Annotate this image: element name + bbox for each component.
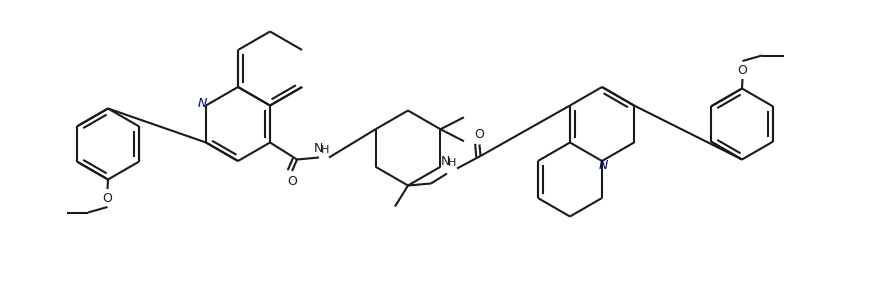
Text: N: N [441, 155, 449, 168]
Text: N: N [314, 141, 322, 155]
Text: H: H [448, 157, 456, 168]
Text: O: O [287, 175, 297, 187]
Text: O: O [475, 128, 484, 141]
Text: O: O [738, 64, 747, 76]
Text: H: H [321, 144, 329, 155]
Text: O: O [102, 192, 112, 205]
Text: N: N [598, 158, 608, 171]
Text: N: N [197, 97, 207, 110]
